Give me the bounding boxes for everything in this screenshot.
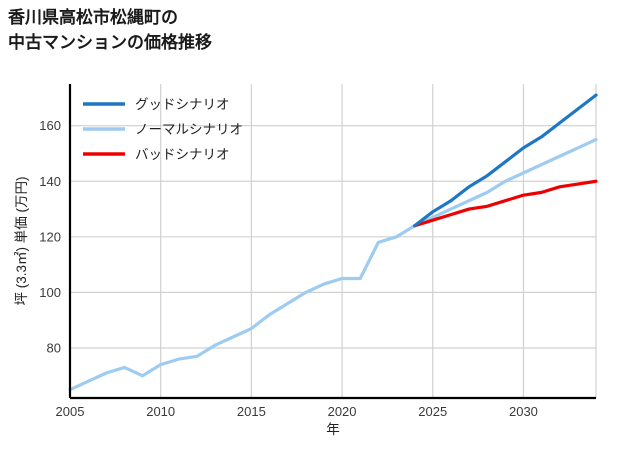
y-axis-title: 坪 (3.3㎡) 単価 (万円) (14, 176, 29, 305)
x-tick-2010: 2010 (146, 404, 175, 419)
series-line-normal (68, 137, 598, 392)
y-tick-100: 100 (39, 285, 61, 300)
chart-title-line-2: 中古マンションの価格推移 (8, 32, 212, 52)
y-axis-tick-labels: 80 100 120 140 160 (39, 118, 61, 355)
x-axis-tick-labels: 2005 2010 2015 2020 2025 2030 (56, 404, 538, 419)
vertical-gridlines (160, 84, 525, 398)
chart-title-line-1: 香川県高松市松縄町の (8, 8, 178, 27)
legend-label-2: バッドシナリオ (135, 147, 230, 162)
x-tick-2005: 2005 (56, 404, 85, 419)
series-line-good (413, 93, 598, 228)
legend-label-1: ノーマルシナリオ (135, 122, 243, 137)
y-tick-120: 120 (39, 229, 61, 244)
horizontal-gridlines (70, 125, 596, 349)
x-tick-2025: 2025 (418, 404, 447, 419)
data-series-layer (68, 93, 598, 392)
chart-title: 香川県高松市松縄町の 中古マンションの価格推移 (8, 6, 212, 55)
x-tick-2015: 2015 (237, 404, 266, 419)
x-tick-2030: 2030 (509, 404, 538, 419)
x-axis-title: 年 (326, 422, 340, 437)
y-tick-140: 140 (39, 174, 61, 189)
series-line-bad (413, 179, 598, 228)
plot-background (70, 84, 596, 398)
legend-label-0: グッドシナリオ (135, 97, 230, 112)
x-tick-2020: 2020 (328, 404, 357, 419)
y-tick-160: 160 (39, 118, 61, 133)
y-tick-80: 80 (47, 340, 61, 355)
